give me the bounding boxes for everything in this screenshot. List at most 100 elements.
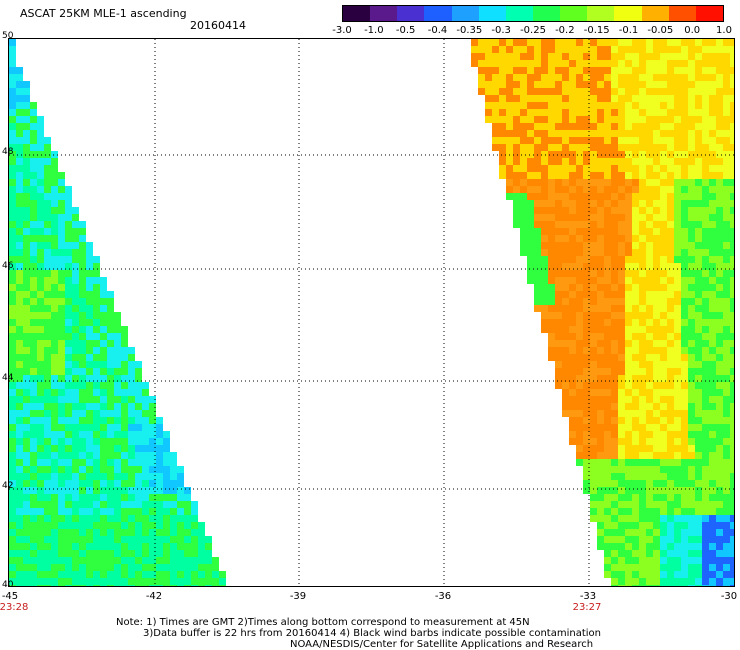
swath-cell xyxy=(653,60,660,67)
swath-cell xyxy=(576,60,583,67)
swath-cell xyxy=(653,354,660,361)
swath-cell xyxy=(688,60,695,67)
swath-cell xyxy=(709,207,716,214)
swath-cell xyxy=(695,116,702,123)
swath-cell xyxy=(548,326,555,333)
swath-cell xyxy=(590,326,597,333)
swath-cell xyxy=(653,242,660,249)
swath-cell xyxy=(716,151,723,158)
swath-cell xyxy=(576,396,583,403)
swath-cell xyxy=(709,494,716,501)
swath-cell xyxy=(541,81,548,88)
swath-cell xyxy=(688,88,695,95)
swath-cell xyxy=(79,298,86,305)
swath-cell xyxy=(632,501,639,508)
swath-cell xyxy=(730,228,734,235)
swath-cell xyxy=(23,151,30,158)
swath-cell xyxy=(562,242,569,249)
swath-cell xyxy=(23,165,30,172)
swath-cell xyxy=(611,543,618,550)
swath-cell xyxy=(499,165,506,172)
swath-cell xyxy=(702,123,709,130)
swath-cell xyxy=(9,466,16,473)
swath-cell xyxy=(163,550,170,557)
swath-cell xyxy=(65,508,72,515)
swath-cell xyxy=(709,158,716,165)
swath-cell xyxy=(674,207,681,214)
swath-cell xyxy=(9,158,16,165)
swath-cell xyxy=(688,109,695,116)
swath-cell xyxy=(625,221,632,228)
swath-cell xyxy=(681,326,688,333)
swath-cell xyxy=(660,319,667,326)
swath-cell xyxy=(114,424,121,431)
swath-cell xyxy=(23,256,30,263)
swath-cell xyxy=(688,235,695,242)
swath-cell xyxy=(625,347,632,354)
swath-cell xyxy=(569,382,576,389)
swath-cell xyxy=(51,298,58,305)
swath-cell xyxy=(16,256,23,263)
swath-cell xyxy=(695,214,702,221)
swath-cell xyxy=(58,284,65,291)
swath-cell xyxy=(107,473,114,480)
swath-cell xyxy=(604,501,611,508)
swath-cell xyxy=(611,81,618,88)
swath-cell xyxy=(37,564,44,571)
swath-cell xyxy=(590,221,597,228)
swath-cell xyxy=(93,480,100,487)
swath-cell xyxy=(170,578,177,585)
swath-cell xyxy=(667,200,674,207)
swath-cell xyxy=(86,564,93,571)
swath-cell xyxy=(9,242,16,249)
swath-cell xyxy=(618,291,625,298)
swath-cell xyxy=(681,277,688,284)
swath-cell xyxy=(492,46,499,53)
swath-cell xyxy=(667,473,674,480)
swath-cell xyxy=(513,39,520,46)
swath-cell xyxy=(86,543,93,550)
swath-cell xyxy=(695,473,702,480)
swath-cell xyxy=(590,165,597,172)
swath-cell xyxy=(492,95,499,102)
swath-cell xyxy=(667,347,674,354)
swath-cell xyxy=(639,417,646,424)
swath-cell xyxy=(121,424,128,431)
swath-cell xyxy=(128,389,135,396)
swath-cell xyxy=(695,186,702,193)
swath-cell xyxy=(499,60,506,67)
swath-cell xyxy=(709,389,716,396)
swath-cell xyxy=(569,193,576,200)
swath-cell xyxy=(23,347,30,354)
swath-cell xyxy=(625,158,632,165)
swath-cell xyxy=(86,431,93,438)
swath-cell xyxy=(646,536,653,543)
swath-cell xyxy=(9,298,16,305)
swath-cell xyxy=(135,368,142,375)
swath-cell xyxy=(44,431,51,438)
swath-cell xyxy=(142,403,149,410)
swath-cell xyxy=(632,151,639,158)
swath-cell xyxy=(730,137,734,144)
swath-cell xyxy=(9,578,16,585)
swath-cell xyxy=(555,81,562,88)
swath-cell xyxy=(527,74,534,81)
swath-cell xyxy=(632,403,639,410)
swath-cell xyxy=(128,431,135,438)
swath-cell xyxy=(667,221,674,228)
swath-cell xyxy=(709,263,716,270)
swath-cell xyxy=(23,242,30,249)
swath-cell xyxy=(121,368,128,375)
swath-cell xyxy=(534,46,541,53)
swath-cell xyxy=(709,123,716,130)
swath-cell xyxy=(618,109,625,116)
swath-cell xyxy=(86,270,93,277)
swath-cell xyxy=(597,277,604,284)
swath-cell xyxy=(16,165,23,172)
colorbar-segment xyxy=(560,6,588,21)
swath-cell xyxy=(723,263,730,270)
swath-cell xyxy=(653,200,660,207)
swath-cell xyxy=(72,249,79,256)
swath-cell xyxy=(695,172,702,179)
swath-cell xyxy=(646,585,653,586)
